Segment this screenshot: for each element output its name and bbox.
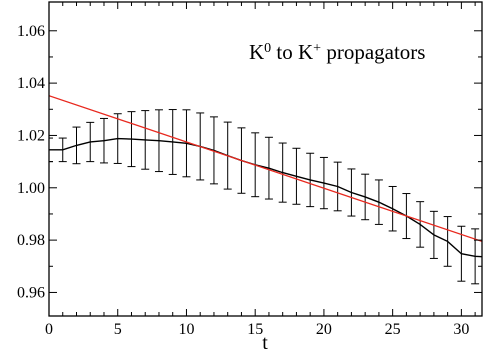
x-tick-label: 15 xyxy=(247,321,263,338)
x-axis-label: t xyxy=(262,332,268,354)
x-tick-label: 30 xyxy=(453,321,469,338)
annotation-superscript: 0 xyxy=(264,41,271,56)
x-tick-label: 0 xyxy=(45,321,53,338)
data-line xyxy=(49,137,482,258)
chart-annotation: K0 to K+ propagators xyxy=(249,40,425,64)
annotation-text: K xyxy=(249,40,264,64)
y-tick-label: 1.00 xyxy=(17,180,45,197)
annotation-text: to K xyxy=(271,40,313,64)
fit-line xyxy=(49,95,482,243)
y-tick-label: 0.98 xyxy=(17,232,45,249)
x-tick-label: 10 xyxy=(178,321,194,338)
x-tick-label: 5 xyxy=(114,321,122,338)
x-tick-label: 25 xyxy=(385,321,401,338)
y-tick-label: 0.96 xyxy=(17,284,45,301)
annotation-text: propagators xyxy=(321,40,425,64)
y-tick-label: 1.06 xyxy=(17,23,45,40)
plot-frame xyxy=(48,1,483,317)
x-tick-label: 20 xyxy=(316,321,332,338)
y-tick-label: 1.02 xyxy=(17,127,45,144)
annotation-superscript: + xyxy=(313,41,321,56)
y-tick-label: 1.04 xyxy=(17,75,45,92)
